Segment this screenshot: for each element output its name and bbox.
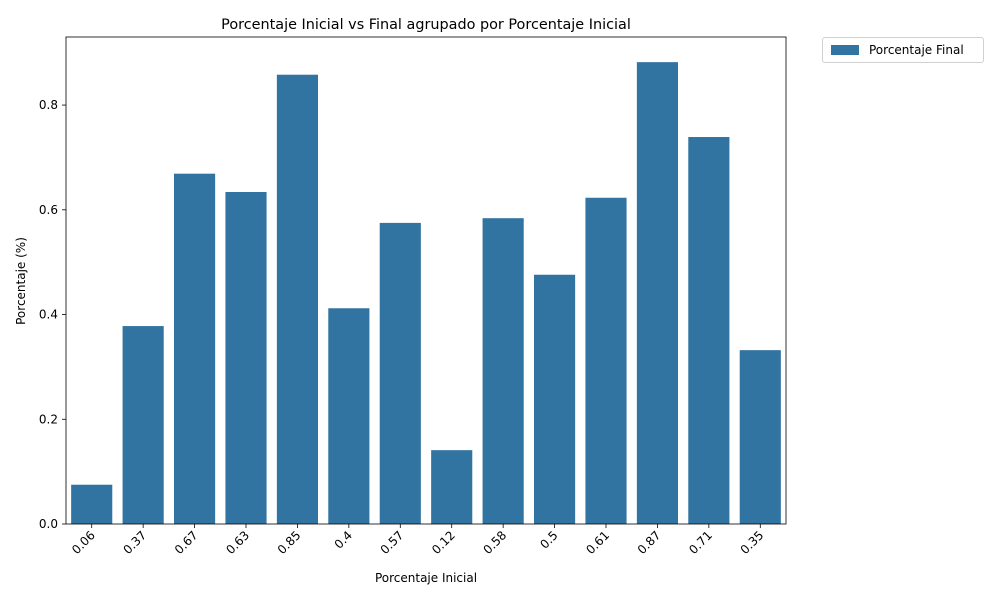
y-tick-label: 0.6 — [39, 203, 58, 217]
bar-0.61 — [585, 197, 627, 524]
bar-0.71 — [688, 137, 730, 524]
x-tick-label: 0.63 — [223, 528, 252, 557]
legend-label: Porcentaje Final — [869, 43, 964, 57]
bar-0.06 — [71, 484, 113, 524]
y-tick-label: 0.0 — [39, 517, 58, 531]
y-axis-label: Porcentaje (%) — [14, 237, 28, 325]
y-tick-label: 0.4 — [39, 308, 58, 322]
bar-0.67 — [174, 173, 216, 524]
x-tick-label: 0.85 — [275, 528, 304, 557]
bar-0.37 — [122, 326, 164, 524]
y-axis: 0.0 0.2 0.4 0.6 0.8 — [39, 98, 66, 531]
bars-group — [71, 62, 781, 525]
bar-0.87 — [636, 62, 678, 524]
x-tick-label: 0.37 — [120, 528, 149, 557]
x-axis: 0.06 0.37 0.67 0.63 0.85 0.4 0.57 0.12 0.58 0.5 0.… — [69, 524, 766, 557]
x-axis-label: Porcentaje Inicial — [375, 571, 477, 585]
bar-0.57 — [379, 222, 421, 525]
bar-0.5 — [534, 274, 576, 524]
bar-0.35 — [739, 350, 781, 524]
legend-swatch — [831, 45, 859, 55]
x-tick-label: 0.71 — [686, 528, 715, 557]
x-tick-label: 0.4 — [332, 528, 355, 551]
x-tick-label: 0.57 — [378, 528, 407, 557]
y-tick-label: 0.8 — [39, 98, 58, 112]
x-tick-label: 0.67 — [172, 528, 201, 557]
x-tick-label: 0.06 — [69, 528, 98, 557]
x-tick-label: 0.87 — [635, 528, 664, 557]
x-tick-label: 0.12 — [429, 528, 458, 557]
x-tick-label: 0.58 — [480, 528, 509, 557]
chart-title: Porcentaje Inicial vs Final agrupado por… — [221, 17, 631, 33]
bar-0.85 — [276, 74, 318, 525]
x-tick-label: 0.61 — [583, 528, 612, 557]
plot-frame — [65, 36, 787, 525]
bar-0.58 — [482, 218, 524, 525]
bar-0.12 — [431, 450, 473, 524]
x-tick-label: 0.5 — [537, 528, 560, 551]
y-tick-label: 0.2 — [39, 412, 58, 426]
bar-0.4 — [328, 308, 370, 524]
x-tick-label: 0.35 — [738, 528, 767, 557]
bar-0.63 — [225, 192, 267, 525]
legend: Porcentaje Final — [822, 37, 984, 63]
